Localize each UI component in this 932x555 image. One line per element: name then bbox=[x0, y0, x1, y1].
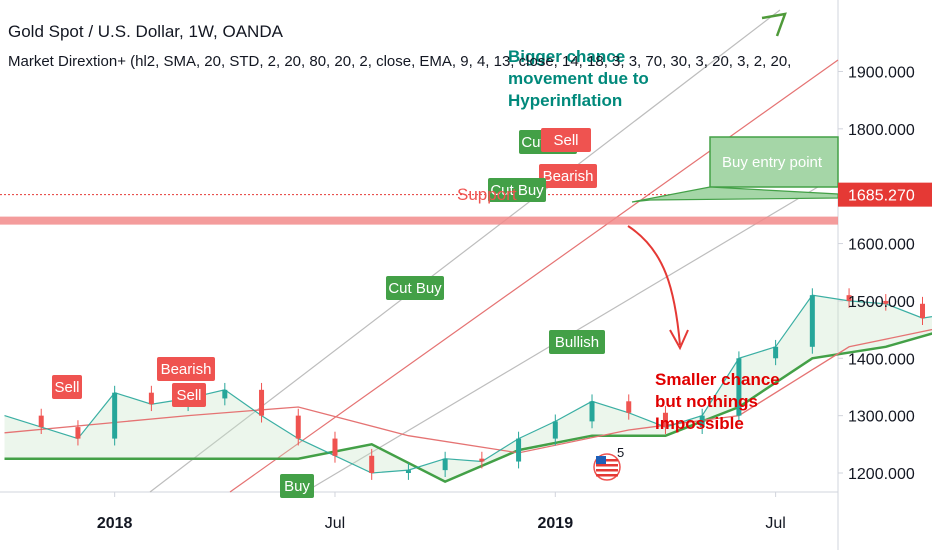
candle-body bbox=[443, 459, 448, 470]
signal-label-1: Sell bbox=[52, 375, 82, 399]
buy-entry-pointer bbox=[632, 187, 838, 202]
support-zone bbox=[0, 217, 838, 225]
signal-text: Bearish bbox=[161, 361, 212, 378]
candle-body bbox=[332, 439, 337, 456]
channel-line-2 bbox=[230, 60, 838, 492]
price-tag-label: 1685.270 bbox=[848, 188, 915, 205]
candle-body bbox=[75, 427, 80, 438]
x-tick-label: 2018 bbox=[97, 515, 133, 532]
y-tick-label: 1500.000 bbox=[848, 294, 915, 311]
annotation-bigger-line-2: movement due to bbox=[508, 69, 649, 88]
annotation-bigger-line-3: Hyperinflation bbox=[508, 91, 622, 110]
projection-up-arrowhead bbox=[762, 14, 785, 36]
candle-body bbox=[590, 401, 595, 421]
annotation-smaller-line-2: but nothings bbox=[655, 392, 758, 411]
flag-stripe bbox=[596, 474, 618, 477]
y-tick-label: 1800.000 bbox=[848, 122, 915, 139]
candle-body bbox=[406, 470, 411, 473]
signal-text: Sell bbox=[54, 379, 79, 396]
indicator-label: Market Dirextion+ (hl2, SMA, 20, STD, 2,… bbox=[8, 53, 791, 70]
signal-label-3: Sell bbox=[172, 383, 206, 407]
signal-label-10: Bullish bbox=[549, 330, 605, 354]
x-tick-label: 2019 bbox=[538, 515, 574, 532]
chart-title: Gold Spot / U.S. Dollar, 1W, OANDA bbox=[8, 22, 283, 42]
signal-text: Cut Buy bbox=[388, 280, 442, 297]
signal-text: Sell bbox=[553, 132, 578, 149]
flag-canton bbox=[596, 456, 606, 464]
candle-body bbox=[369, 456, 374, 473]
flag-count: 5 bbox=[617, 445, 624, 460]
signal-text: Buy bbox=[284, 478, 310, 495]
signal-text: Bearish bbox=[543, 168, 594, 185]
y-tick-label: 1300.000 bbox=[848, 409, 915, 426]
y-tick-label: 1900.000 bbox=[848, 64, 915, 81]
candle-body bbox=[516, 439, 521, 462]
flag-stripe bbox=[596, 469, 618, 472]
signal-text: Sell bbox=[176, 387, 201, 404]
candle-body bbox=[626, 401, 631, 412]
candle-body bbox=[222, 390, 227, 399]
x-tick-label: Jul bbox=[325, 515, 345, 532]
signal-label-7: Bearish bbox=[539, 164, 597, 188]
candle-body bbox=[810, 295, 815, 347]
candle-body bbox=[479, 459, 484, 462]
candle-body bbox=[112, 393, 117, 439]
candle-body bbox=[296, 416, 301, 439]
signal-label-5: Cut Buy bbox=[386, 276, 444, 300]
candle-body bbox=[773, 347, 778, 358]
signal-label-9: Sell bbox=[541, 128, 591, 152]
signal-text: Bullish bbox=[555, 334, 599, 351]
x-tick-label: Jul bbox=[765, 515, 785, 532]
signal-label-2: Bearish bbox=[157, 357, 215, 381]
support-label: Support bbox=[457, 185, 517, 204]
annotation-smaller-line-3: Impossible bbox=[655, 414, 744, 433]
candle-body bbox=[39, 416, 44, 427]
candle-body bbox=[149, 393, 154, 404]
candle-body bbox=[259, 390, 264, 416]
candle-body bbox=[553, 421, 558, 438]
candle-body bbox=[920, 304, 925, 318]
flag-stripe bbox=[596, 464, 618, 467]
buy-entry-label: Buy entry point bbox=[722, 154, 823, 171]
signal-label-4: Buy bbox=[280, 474, 314, 498]
y-tick-label: 1200.000 bbox=[848, 466, 915, 483]
y-tick-label: 1600.000 bbox=[848, 237, 915, 254]
annotation-smaller-line-1: Smaller chance bbox=[655, 370, 780, 389]
projection-down bbox=[628, 226, 680, 345]
y-tick-label: 1400.000 bbox=[848, 351, 915, 368]
